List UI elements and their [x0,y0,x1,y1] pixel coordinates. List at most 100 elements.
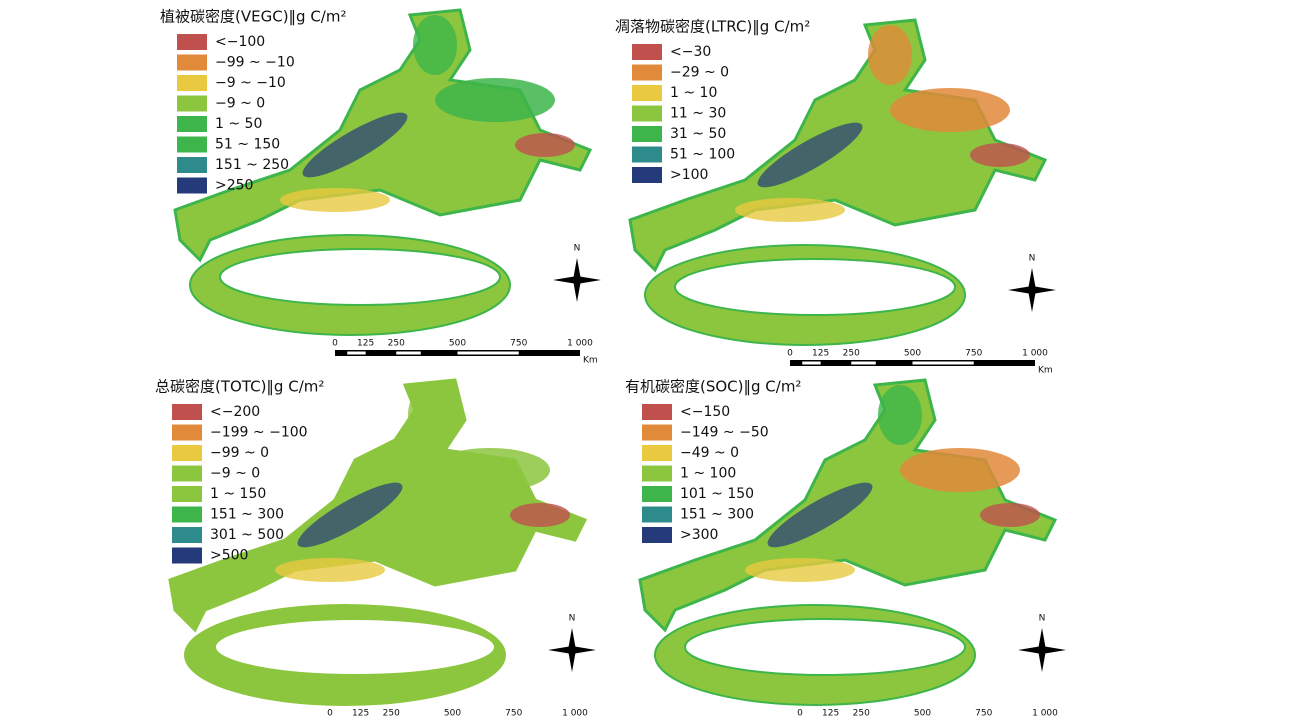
patch [745,558,855,582]
scale-label: 500 [444,709,461,719]
patch [408,385,452,445]
map-panel: 植被碳密度(VEGC)‖g C/m²<−100−99 ~ −10−9 ~ −10… [160,8,601,366]
compass [553,276,601,284]
legend-swatch [172,445,202,461]
legend-swatch [642,404,672,420]
patch [735,198,845,222]
scale-label: 250 [843,349,860,359]
legend-swatch [642,486,672,502]
patch [890,88,1010,132]
scale-label: 0 [332,339,338,349]
legend-label: 301 ~ 500 [210,527,284,543]
legend-label: −9 ~ 0 [210,466,260,482]
legend-label: 1 ~ 50 [215,116,262,132]
legend-label: <−200 [210,404,260,420]
scale-label: 0 [797,709,803,719]
legend-label: −9 ~ −10 [215,75,286,91]
legend-swatch [642,507,672,523]
legend-label: −49 ~ 0 [680,445,739,461]
scale-label: 750 [510,339,527,349]
legend-swatch [177,34,207,50]
scale-label: 750 [975,709,992,719]
patch [430,448,550,492]
region-south [185,605,505,705]
patch [900,448,1020,492]
scale-label: 250 [388,339,405,349]
patch [435,78,555,122]
scale-bar [347,352,365,355]
north-label: N [1029,254,1036,264]
panel-title: 植被碳密度(VEGC)‖g C/m² [160,8,346,26]
scale-bar [913,362,974,365]
scale-bar [396,352,421,355]
scale-label: 500 [449,339,466,349]
patch [413,15,457,75]
legend-swatch [642,527,672,543]
legend-swatch [632,44,662,60]
legend-label: 11 ~ 30 [670,106,726,122]
region-south [645,245,965,345]
panel-title: 总碳密度(TOTC)‖g C/m² [155,378,324,396]
north-label: N [574,244,581,254]
legend-label: <−100 [215,34,265,50]
scale-label: 125 [822,709,839,719]
scale-unit: Km [583,356,598,366]
legend-label: 101 ~ 150 [680,486,754,502]
legend-swatch [172,404,202,420]
legend-label: 1 ~ 100 [680,466,736,482]
legend-swatch [172,486,202,502]
scale-label: 250 [853,709,870,719]
legend-swatch [632,126,662,142]
legend-label: >100 [670,167,708,183]
legend-swatch [177,157,207,173]
patch [970,143,1030,167]
scale-label: 1 000 [562,709,588,719]
legend-label: −149 ~ −50 [680,425,769,441]
legend-swatch [177,178,207,194]
legend-swatch [632,167,662,183]
scale-label: 1 000 [1032,709,1058,719]
scale-unit: Km [1038,366,1053,376]
patch [275,558,385,582]
panel-title: 有机碳密度(SOC)‖g C/m² [625,378,801,396]
patch [878,385,922,445]
legend-label: 1 ~ 10 [670,85,717,101]
scale-label: 0 [787,349,793,359]
legend-swatch [172,548,202,564]
legend-label: −199 ~ −100 [210,425,308,441]
legend-label: 31 ~ 50 [670,126,726,142]
compass [1008,286,1056,294]
legend-label: −29 ~ 0 [670,65,729,81]
legend-swatch [632,147,662,163]
legend-label: 151 ~ 300 [210,507,284,523]
scale-label: 750 [965,349,982,359]
legend-swatch [177,116,207,132]
scale-label: 125 [352,709,369,719]
north-label: N [1039,614,1046,624]
legend-swatch [632,106,662,122]
legend-label: 151 ~ 300 [680,507,754,523]
legend-swatch [177,137,207,153]
patch [980,503,1040,527]
legend-label: <−150 [680,404,730,420]
legend-label: >300 [680,527,718,543]
map-panel: 有机碳密度(SOC)‖g C/m² <−150 −149 ~ −50 −49 ~ 0 1… [625,378,1066,720]
legend-label: 1 ~ 150 [210,486,266,502]
legend-swatch [632,65,662,81]
legend-swatch [642,445,672,461]
scale-label: 750 [505,709,522,719]
legend-swatch [642,466,672,482]
legend-label: <−30 [670,44,711,60]
legend-swatch [177,55,207,71]
patch [280,188,390,212]
compass [548,646,596,654]
scale-label: 500 [904,349,921,359]
scale-label: 125 [357,339,374,349]
map-panel: 总碳密度(TOTC)‖g C/m²<−200−199 ~ −100−99 ~ 0… [155,378,596,720]
scale-label: 500 [914,709,931,719]
patch [868,25,912,85]
scale-label: 1 000 [1022,349,1048,359]
legend-swatch [177,96,207,112]
patch [515,133,575,157]
